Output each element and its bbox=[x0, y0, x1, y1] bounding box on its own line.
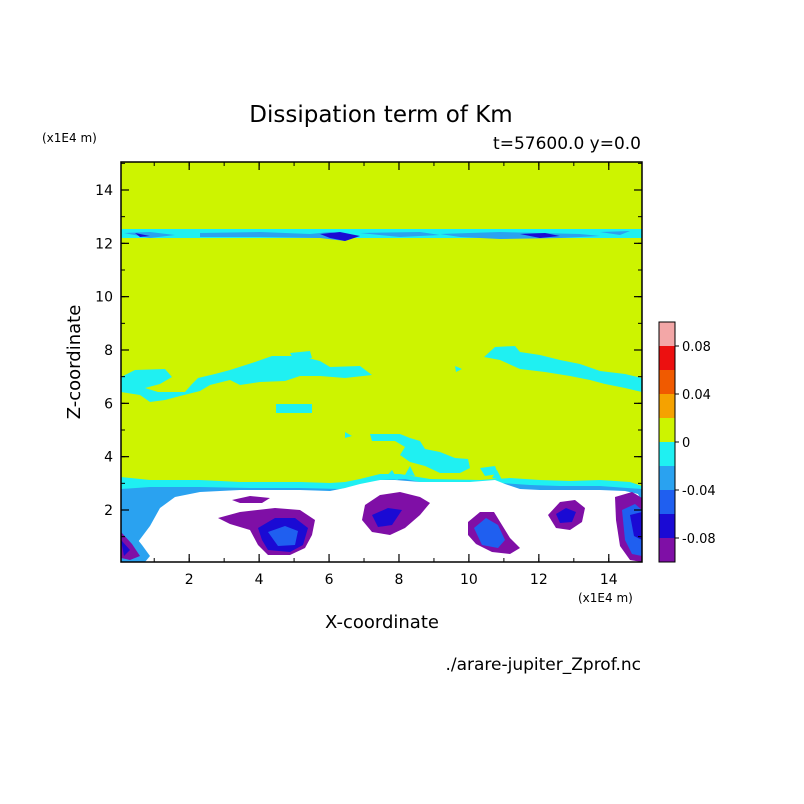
colorbar-swatch bbox=[659, 442, 675, 466]
patch-mid-right bbox=[484, 346, 642, 392]
band-z12-dark bbox=[135, 232, 560, 241]
edge-right-dark bbox=[630, 512, 642, 540]
y-tick-label: 6 bbox=[104, 396, 113, 412]
patch-small-1 bbox=[276, 404, 312, 413]
colorbar-swatch bbox=[659, 370, 675, 394]
blob-purple-1 bbox=[232, 496, 270, 503]
blob-blue-3 bbox=[372, 508, 402, 527]
y-tick-label: 2 bbox=[104, 503, 113, 519]
spike-1 bbox=[385, 466, 502, 480]
source-file-label: ./arare-jupiter_Zprof.nc bbox=[445, 655, 641, 675]
plot-area bbox=[121, 162, 642, 562]
blob-blue-5 bbox=[556, 508, 576, 523]
y-axis: 2 4 6 8 10 12 14 bbox=[95, 162, 642, 538]
patch-small-3 bbox=[455, 366, 462, 372]
colorbar-swatch bbox=[659, 514, 675, 538]
x-tick-label: 2 bbox=[185, 572, 194, 588]
blob-lightblue-2 bbox=[268, 526, 298, 546]
colorbar-tick-label: 0.08 bbox=[682, 340, 711, 355]
colorbar-swatch bbox=[659, 346, 675, 370]
y-tick-label: 4 bbox=[104, 450, 113, 466]
y-tick-label: 14 bbox=[95, 183, 113, 199]
x-tick-label: 4 bbox=[255, 572, 264, 588]
chart-subtitle: t=57600.0 y=0.0 bbox=[493, 134, 641, 154]
x-tick-label: 14 bbox=[600, 572, 618, 588]
colorbar-tick-label: -0.08 bbox=[682, 532, 716, 547]
colorbar-swatch bbox=[659, 490, 675, 514]
x-unit-label: (x1E4 m) bbox=[578, 591, 633, 605]
edge-left-blue bbox=[121, 540, 130, 556]
colorbar-tick-label: -0.04 bbox=[682, 484, 716, 499]
colorbar-swatch bbox=[659, 466, 675, 490]
colorbar-swatch bbox=[659, 538, 675, 562]
patch-mid-left bbox=[121, 356, 372, 402]
y-unit-label: (x1E4 m) bbox=[42, 131, 97, 145]
patch-low-mid bbox=[345, 432, 470, 473]
x-axis: 2 4 6 8 10 12 14 bbox=[153, 162, 618, 588]
blob-blue-4 bbox=[474, 518, 505, 548]
x-tick-label: 6 bbox=[325, 572, 334, 588]
colorbar-swatch bbox=[659, 394, 675, 418]
band-z12-blue bbox=[124, 231, 630, 241]
x-tick-label: 10 bbox=[460, 572, 478, 588]
colorbar: 0.08 0.04 0 -0.04 -0.08 bbox=[658, 321, 716, 563]
patch-small-2 bbox=[290, 351, 312, 360]
y-tick-label: 12 bbox=[95, 236, 113, 252]
y-tick-label: 10 bbox=[95, 290, 113, 306]
x-tick-label: 8 bbox=[395, 572, 404, 588]
y-tick-label: 8 bbox=[104, 343, 113, 359]
x-tick-label: 12 bbox=[530, 572, 548, 588]
colorbar-tick-label: 0.04 bbox=[682, 388, 711, 403]
chart-title: Dissipation term of Km bbox=[249, 102, 512, 128]
x-axis-label: X-coordinate bbox=[325, 612, 439, 633]
colorbar-swatch bbox=[659, 322, 675, 346]
patch-low-mid-2 bbox=[480, 466, 498, 476]
y-axis-label: Z-coordinate bbox=[64, 305, 85, 420]
colorbar-tick-label: 0 bbox=[682, 436, 690, 451]
plot-frame bbox=[120, 161, 643, 563]
colorbar-swatch bbox=[659, 418, 675, 442]
